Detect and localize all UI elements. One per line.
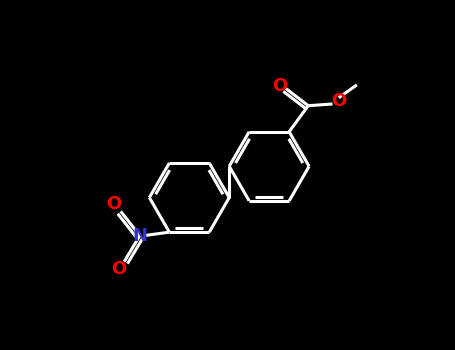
Text: O: O (331, 92, 346, 110)
Text: O: O (272, 77, 287, 95)
Text: O: O (106, 195, 121, 213)
Text: N: N (132, 226, 147, 245)
Text: O: O (111, 260, 126, 278)
